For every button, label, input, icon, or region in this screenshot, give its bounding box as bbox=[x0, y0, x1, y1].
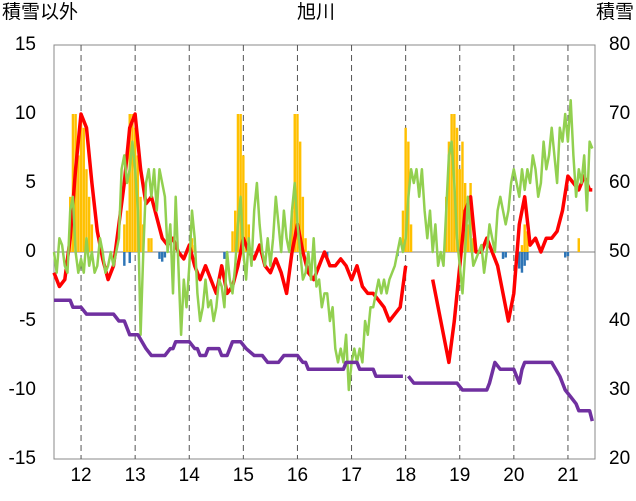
bar bbox=[87, 196, 91, 252]
bar bbox=[231, 231, 234, 252]
y-tick-right: 50 bbox=[609, 241, 630, 262]
ticks-x: 12 13 14 15 16 17 18 19 20 21 bbox=[70, 465, 578, 486]
y-tick-left: 15 bbox=[15, 34, 36, 55]
x-tick: 14 bbox=[179, 465, 201, 486]
bar bbox=[150, 238, 153, 252]
y-tick-left: -10 bbox=[9, 379, 36, 400]
y-axis-label-right: 積雪 bbox=[596, 1, 634, 23]
bar bbox=[461, 141, 464, 252]
bar bbox=[242, 155, 245, 252]
bar bbox=[131, 114, 134, 252]
series-line bbox=[52, 112, 408, 323]
bar bbox=[160, 252, 164, 262]
bar bbox=[190, 238, 194, 252]
bar bbox=[518, 252, 521, 269]
bar bbox=[523, 224, 526, 252]
bar bbox=[466, 224, 470, 252]
bar bbox=[128, 252, 131, 264]
bar bbox=[566, 252, 570, 257]
y-tick-left: 5 bbox=[25, 172, 36, 193]
series-line bbox=[52, 98, 594, 392]
ticks-right: 80 70 60 50 40 30 20 bbox=[609, 34, 630, 469]
bar bbox=[472, 238, 475, 252]
y-tick-right: 70 bbox=[609, 103, 630, 124]
y-tick-left: 0 bbox=[25, 241, 36, 262]
bar bbox=[304, 238, 307, 252]
bar bbox=[458, 169, 461, 252]
bar bbox=[125, 210, 129, 252]
bar bbox=[520, 252, 524, 273]
bar bbox=[139, 196, 142, 252]
y-tick-left: 10 bbox=[15, 103, 36, 124]
bar bbox=[469, 183, 472, 252]
bar bbox=[526, 231, 529, 252]
bar bbox=[244, 183, 248, 252]
bar bbox=[298, 141, 302, 252]
bar bbox=[577, 238, 580, 252]
x-tick: 21 bbox=[557, 465, 578, 486]
bar bbox=[526, 252, 529, 261]
bar bbox=[163, 252, 167, 258]
y-tick-left: -15 bbox=[9, 448, 36, 469]
x-tick: 16 bbox=[287, 465, 308, 486]
bar bbox=[82, 127, 85, 252]
bar bbox=[123, 252, 126, 266]
bar bbox=[450, 114, 453, 252]
y-tick-right: 30 bbox=[609, 379, 630, 400]
bar bbox=[301, 196, 305, 252]
bar bbox=[79, 114, 83, 252]
bar bbox=[234, 210, 237, 252]
x-tick: 18 bbox=[395, 465, 416, 486]
bar bbox=[236, 114, 240, 252]
bar bbox=[455, 127, 459, 252]
bar bbox=[290, 210, 294, 252]
y-tick-right: 40 bbox=[609, 310, 630, 331]
bar bbox=[520, 245, 524, 252]
bar bbox=[404, 127, 407, 252]
bar bbox=[239, 114, 242, 252]
y-tick-right: 80 bbox=[609, 34, 630, 55]
bar bbox=[409, 224, 413, 252]
bar bbox=[85, 169, 88, 252]
bar bbox=[523, 252, 526, 266]
y-tick-left: -5 bbox=[19, 310, 36, 331]
bar bbox=[223, 252, 226, 259]
bar bbox=[504, 252, 507, 258]
x-tick: 15 bbox=[233, 465, 254, 486]
bar bbox=[123, 224, 126, 252]
bar bbox=[147, 238, 150, 252]
x-tick: 20 bbox=[503, 465, 524, 486]
y-tick-right: 20 bbox=[609, 448, 630, 469]
x-tick: 13 bbox=[125, 465, 146, 486]
bar bbox=[501, 252, 505, 259]
x-tick: 12 bbox=[70, 465, 91, 486]
x-tick: 17 bbox=[341, 465, 362, 486]
bar bbox=[77, 155, 80, 252]
bar bbox=[564, 252, 567, 258]
bar bbox=[158, 252, 161, 259]
bar bbox=[401, 210, 405, 252]
bar bbox=[133, 127, 137, 252]
ticks-left: 15 10 5 0 -5 -10 -15 bbox=[9, 34, 36, 469]
series-line bbox=[54, 298, 403, 378]
bar bbox=[90, 224, 94, 252]
y-tick-right: 60 bbox=[609, 172, 630, 193]
bar bbox=[296, 114, 299, 252]
bar bbox=[128, 114, 131, 252]
series-line bbox=[407, 360, 594, 422]
x-tick: 19 bbox=[449, 465, 470, 486]
lines bbox=[52, 98, 594, 422]
bar bbox=[447, 141, 451, 252]
y-axis-label-left: 積雪以外 bbox=[2, 1, 78, 23]
chart-title: 旭川 bbox=[297, 1, 335, 23]
